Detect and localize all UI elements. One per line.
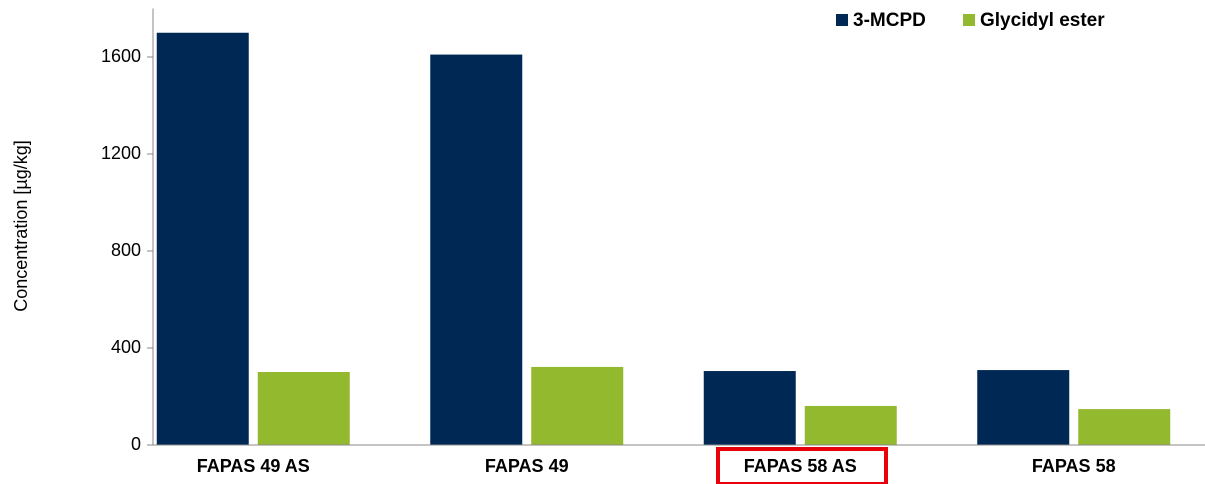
bar — [977, 370, 1070, 445]
bar — [804, 405, 897, 445]
y-tick-label: 400 — [111, 337, 141, 357]
x-tick-label: FAPAS 49 AS — [197, 456, 310, 476]
legend-label: Glycidyl ester — [980, 10, 1105, 31]
legend-swatch — [963, 14, 975, 26]
bar — [703, 371, 796, 445]
x-tick-label: FAPAS 58 — [1032, 456, 1116, 476]
x-tick-label: FAPAS 58 AS — [744, 456, 857, 476]
x-tick-label: FAPAS 49 — [485, 456, 569, 476]
bar — [1078, 409, 1171, 445]
y-axis-label: Concentration [µg/kg] — [11, 140, 31, 311]
bar — [430, 54, 523, 445]
bar — [531, 366, 624, 445]
bar — [156, 32, 249, 445]
y-tick-label: 0 — [131, 434, 141, 454]
bar — [257, 372, 350, 445]
highlight-box — [716, 447, 888, 484]
y-tick-label: 1200 — [101, 143, 141, 163]
legend-label: 3-MCPD — [853, 10, 926, 31]
y-tick-label: 1600 — [101, 46, 141, 66]
y-tick-label: 800 — [111, 240, 141, 260]
legend-swatch — [836, 14, 848, 26]
